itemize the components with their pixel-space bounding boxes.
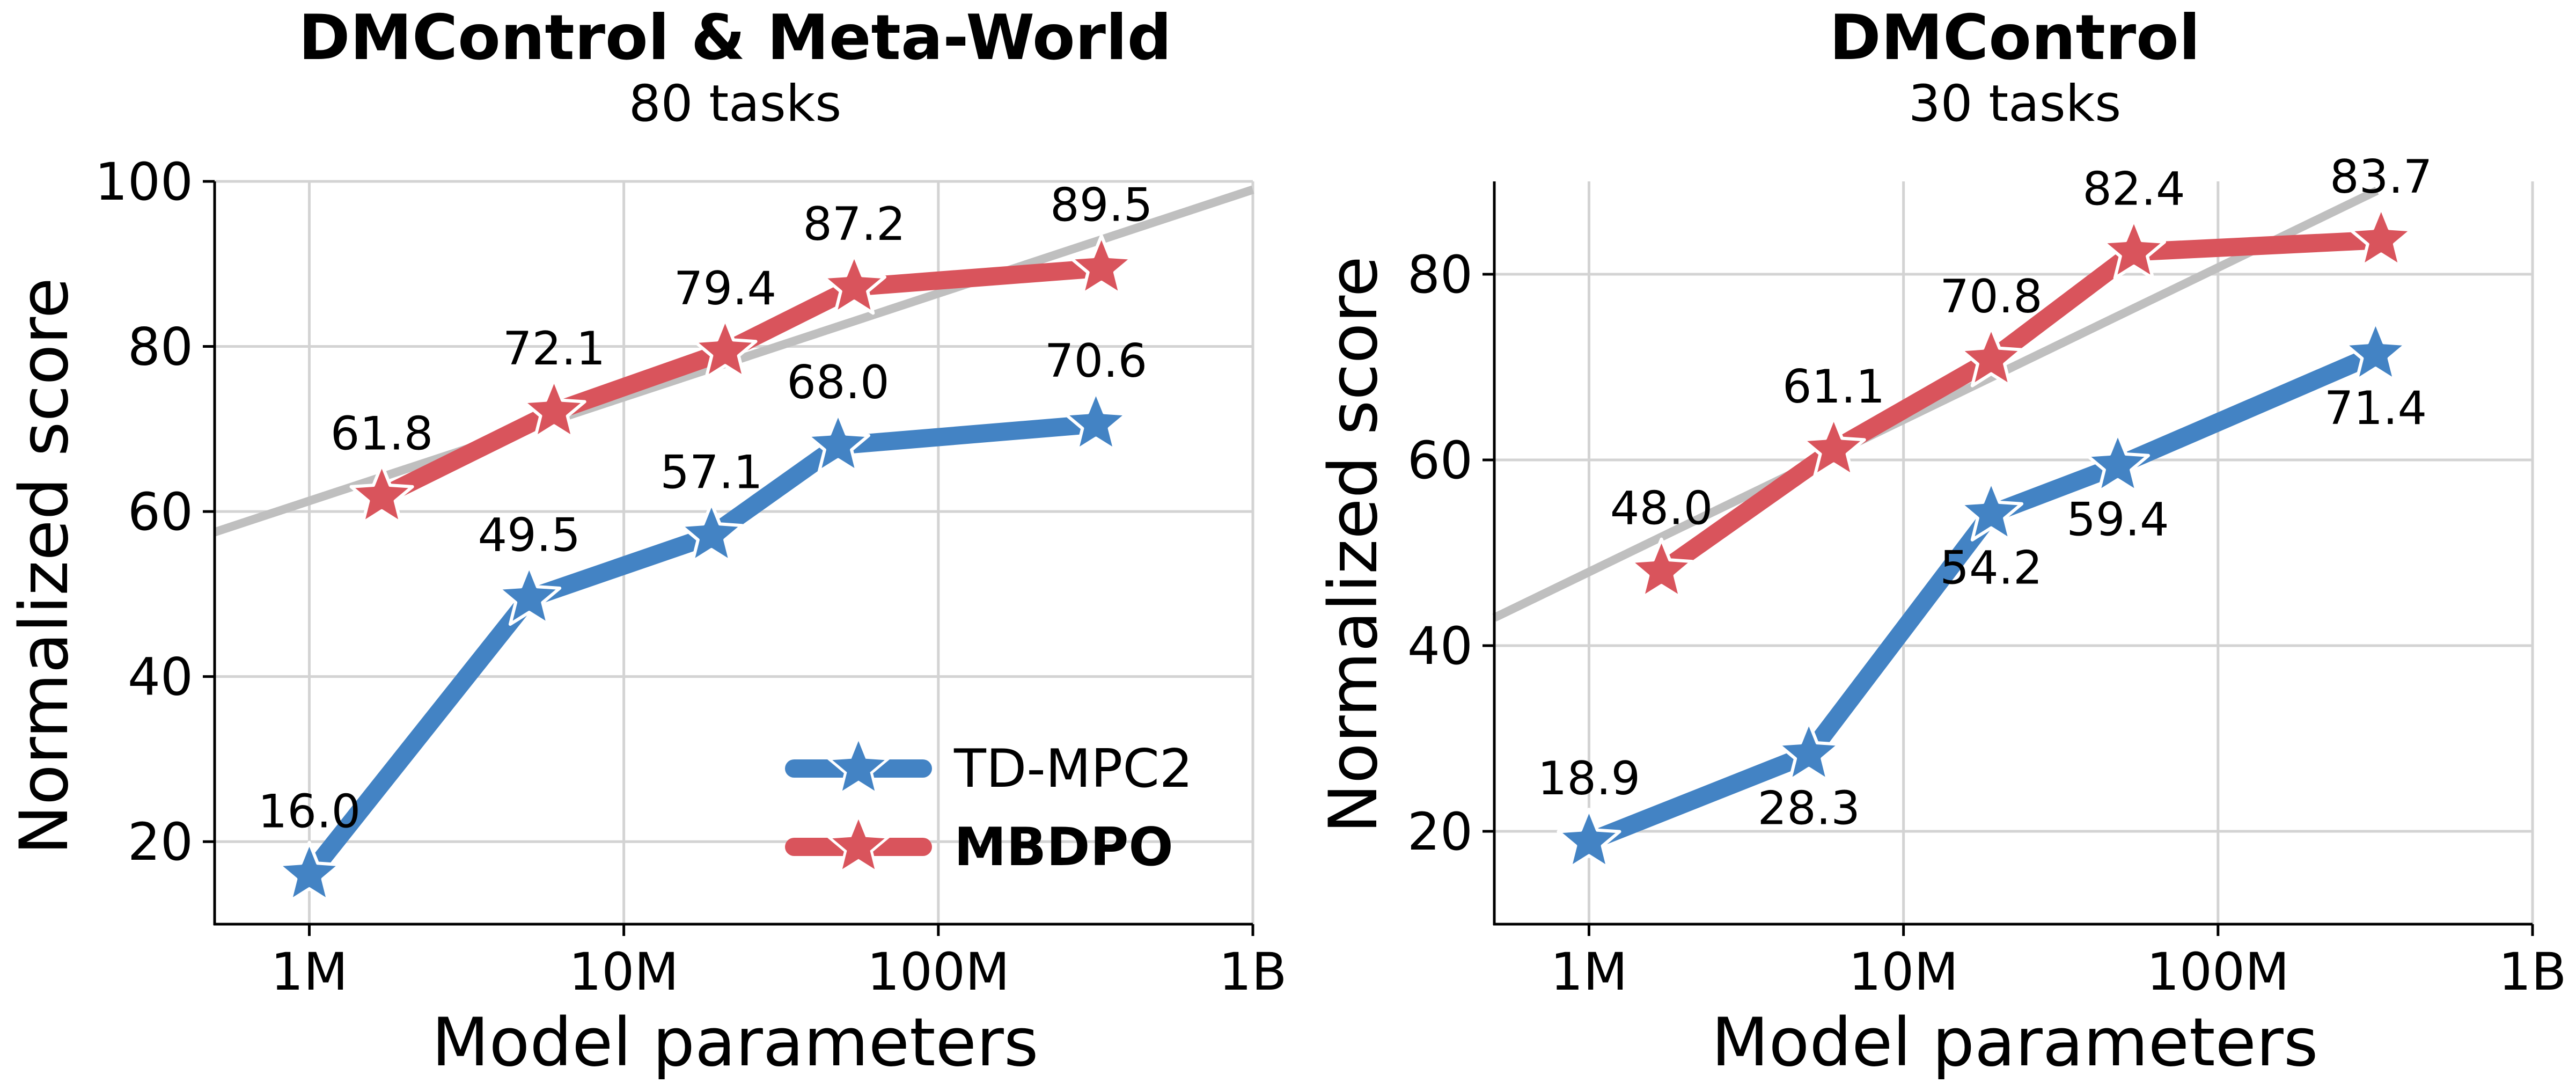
chart-right-data-label-mbdpo-0: 48.0 bbox=[1610, 482, 1713, 536]
chart-right-point-td-mpc2-3 bbox=[2085, 431, 2150, 493]
chart-left-point-td-mpc2-3 bbox=[805, 412, 870, 473]
chart-left-subtitle: 80 tasks bbox=[629, 75, 841, 133]
legend-star-mbdpo bbox=[825, 812, 892, 875]
chart-right-point-mbdpo-2 bbox=[1959, 326, 2024, 387]
chart-left-series: 16.0 49.5 57.1 68.0 70.6 61.8 72.1 79.4 87.2 89.5 bbox=[258, 178, 1153, 903]
chart-left-x-axis-label: Model parameters bbox=[432, 1004, 1039, 1081]
chart-right-point-mbdpo-3 bbox=[2101, 218, 2166, 280]
chart-left-x-tick-label-3: 1B bbox=[1219, 942, 1287, 1002]
chart-left-x-tick-label-1: 10M bbox=[569, 942, 679, 1002]
chart-left-data-label-mbdpo-3: 87.2 bbox=[803, 197, 905, 251]
chart-right-x-axis-label: Model parameters bbox=[1712, 1004, 2318, 1081]
chart-left-point-td-mpc2-2 bbox=[679, 501, 744, 564]
chart-right-x-tick-label-2: 100M bbox=[2147, 942, 2289, 1002]
chart-right-point-mbdpo-0 bbox=[1629, 537, 1694, 599]
chart-left-ticks: 1M 10M 100M 1B 20 40 60 80 100 bbox=[95, 152, 1287, 1002]
chart-right-data-label-td-mpc2-0: 18.9 bbox=[1538, 752, 1640, 806]
chart-left-y-tick-label-0: 20 bbox=[128, 812, 193, 872]
chart-left-y-axis-label: Normalized score bbox=[6, 277, 83, 855]
chart-right-title: DMControl bbox=[1829, 2, 2200, 74]
legend-label-mbdpo: MBDPO bbox=[954, 817, 1173, 878]
chart-right-y-tick-label-3: 80 bbox=[1407, 245, 1473, 305]
chart-right: DMControl 30 tasks 18.928.354.259.471.44… bbox=[1315, 2, 2566, 1081]
legend-star-td-mpc2 bbox=[825, 734, 892, 797]
chart-right-x-tick-label-3: 1B bbox=[2499, 942, 2567, 1002]
chart-left-point-mbdpo-2 bbox=[693, 317, 758, 379]
chart-right-data-label-mbdpo-2: 70.8 bbox=[1940, 270, 2042, 324]
chart-left-data-label-mbdpo-4: 89.5 bbox=[1050, 178, 1153, 232]
legend-entry-mbdpo: MBDPO bbox=[785, 812, 1173, 878]
chart-right-point-td-mpc2-1 bbox=[1777, 720, 1841, 782]
chart-right-series-mbdpo: 48.0 61.1 70.8 82.4 83.7 bbox=[1610, 150, 2433, 599]
chart-left-x-tick-label-0: 1M bbox=[271, 942, 348, 1002]
chart-left-axes bbox=[213, 181, 1253, 926]
chart-left-point-td-mpc2-0 bbox=[277, 840, 342, 903]
chart-right-ticks: 1M 10M 100M 1B 20 40 60 80 bbox=[1407, 245, 2567, 1002]
chart-right-point-td-mpc2-2 bbox=[1959, 480, 2024, 542]
chart-left-series-mbdpo: 61.8 72.1 79.4 87.2 89.5 bbox=[331, 178, 1153, 524]
chart-right-y-axis-label: Normalized score bbox=[1315, 256, 1392, 833]
chart-left-data-label-mbdpo-2: 79.4 bbox=[674, 262, 776, 316]
chart-left-y-tick-label-2: 60 bbox=[128, 482, 193, 542]
legend: TD-MPC2 MBDPO bbox=[785, 734, 1193, 878]
chart-right-point-td-mpc2-4 bbox=[2343, 320, 2408, 382]
chart-left-data-label-mbdpo-1: 72.1 bbox=[503, 322, 605, 376]
chart-right-trend-line bbox=[1492, 187, 2379, 622]
chart-left-y-tick-label-1: 40 bbox=[128, 647, 193, 707]
chart-left-data-label-td-mpc2-3: 68.0 bbox=[787, 356, 889, 409]
chart-left-point-td-mpc2-1 bbox=[497, 564, 562, 626]
chart-left-y-tick-label-4: 100 bbox=[95, 152, 193, 212]
chart-left-data-label-td-mpc2-1: 49.5 bbox=[478, 509, 580, 562]
chart-right-y-tick-label-1: 40 bbox=[1407, 616, 1473, 676]
legend-entry-td-mpc2: TD-MPC2 bbox=[785, 734, 1193, 800]
chart-left-point-mbdpo-0 bbox=[349, 463, 414, 524]
chart-left-point-mbdpo-4 bbox=[1069, 234, 1134, 296]
chart-right-point-mbdpo-4 bbox=[2349, 206, 2413, 268]
chart-left-point-mbdpo-3 bbox=[821, 253, 886, 315]
chart-left-data-label-td-mpc2-2: 57.1 bbox=[660, 446, 762, 500]
chart-right-y-tick-label-2: 60 bbox=[1407, 430, 1473, 491]
chart-right-axes bbox=[1493, 181, 2533, 926]
legend-label-td-mpc2: TD-MPC2 bbox=[953, 738, 1193, 800]
chart-left-data-label-td-mpc2-0: 16.0 bbox=[258, 785, 361, 839]
chart-left-point-mbdpo-1 bbox=[522, 378, 586, 440]
chart-left-x-tick-label-2: 100M bbox=[867, 942, 1010, 1002]
chart-right-x-tick-label-1: 10M bbox=[1848, 942, 1958, 1002]
chart-right-series: 18.9 28.3 54.2 59.4 71.4 48.0 61.1 70.8 82.4 83.7 bbox=[1538, 150, 2433, 869]
chart-right-point-td-mpc2-0 bbox=[1557, 808, 1621, 869]
chart-right-x-tick-label-0: 1M bbox=[1551, 942, 1628, 1002]
chart-right-subtitle: 30 tasks bbox=[1909, 75, 2121, 133]
chart-right-data-label-td-mpc2-2: 54.2 bbox=[1940, 541, 2042, 595]
chart-left-y-tick-label-3: 80 bbox=[128, 317, 193, 377]
chart-right-data-label-td-mpc2-3: 59.4 bbox=[2066, 493, 2169, 546]
chart-right-data-label-td-mpc2-1: 28.3 bbox=[1757, 781, 1860, 835]
chart-right-point-mbdpo-1 bbox=[1801, 416, 1866, 478]
chart-left-series-td-mpc2: 16.0 49.5 57.1 68.0 70.6 bbox=[258, 334, 1147, 903]
chart-right-y-tick-label-0: 20 bbox=[1407, 802, 1473, 862]
chart-left-data-label-td-mpc2-4: 70.6 bbox=[1045, 334, 1147, 388]
chart-right-data-label-mbdpo-3: 82.4 bbox=[2082, 162, 2185, 216]
chart-left: DMControl & Meta-World 80 tasks 16.0 49.5… bbox=[6, 2, 1287, 1081]
chart-right-data-label-mbdpo-1: 61.1 bbox=[1782, 360, 1885, 414]
chart-right-line-td-mpc2 bbox=[1580, 345, 2385, 851]
chart-right-grid bbox=[1494, 181, 2534, 924]
chart-left-title: DMControl & Meta-World bbox=[298, 2, 1171, 74]
chart-right-series-td-mpc2: 18.9 28.3 54.2 59.4 71.4 bbox=[1538, 320, 2427, 869]
chart-right-data-label-mbdpo-4: 83.7 bbox=[2330, 150, 2432, 204]
chart-left-point-td-mpc2-4 bbox=[1063, 390, 1128, 452]
chart-left-data-label-mbdpo-0: 61.8 bbox=[331, 407, 433, 460]
chart-right-data-label-td-mpc2-4: 71.4 bbox=[2324, 382, 2427, 435]
